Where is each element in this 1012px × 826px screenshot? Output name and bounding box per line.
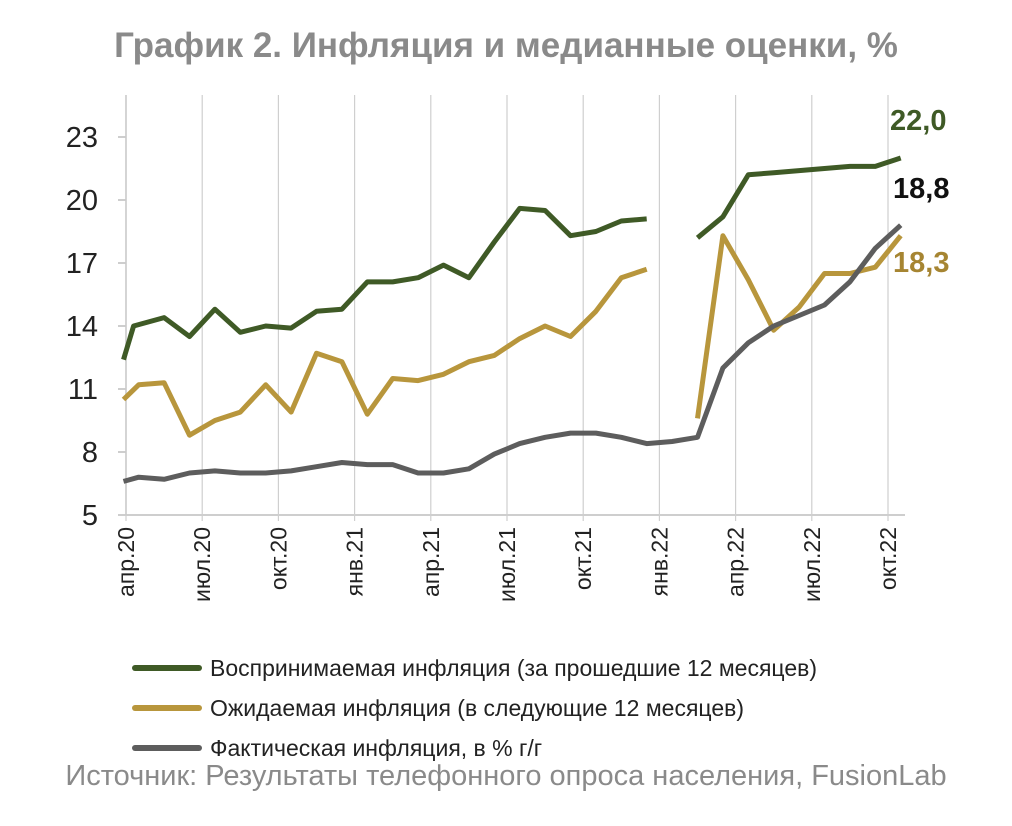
legend-item-perceived: Воспринимаемая инфляция (за прошедшие 12…: [132, 648, 817, 688]
legend-item-actual: Фактическая инфляция, в % г/г: [132, 728, 817, 768]
y-tick-label: 17: [66, 248, 98, 280]
legend-swatch-perceived: [132, 665, 202, 671]
legend-item-expected: Ожидаемая инфляция (в следующие 12 месяц…: [132, 688, 817, 728]
x-tick-label: июл.21: [494, 527, 520, 602]
legend: Воспринимаемая инфляция (за прошедшие 12…: [132, 648, 817, 768]
x-tick-label: окт.22: [875, 527, 901, 590]
series-expected-line: [121, 233, 903, 438]
x-tick-label: апр.20: [113, 527, 139, 597]
y-tick-label: 23: [66, 122, 98, 154]
axes: 5 8 11 14 17 20 23 апр.20 июл.20 окт.20 янв.21 апр.…: [66, 95, 905, 602]
legend-swatch-expected: [132, 705, 202, 711]
x-tick-label: июл.22: [799, 527, 825, 602]
x-tick-label: янв.21: [342, 527, 368, 596]
legend-swatch-actual: [132, 745, 202, 751]
x-tick-label: окт.20: [265, 527, 291, 590]
y-tick-label: 5: [82, 500, 98, 532]
chart-title: График 2. Инфляция и медианные оценки, %: [114, 26, 898, 65]
y-tick-label: 8: [82, 437, 98, 469]
x-tick-label: июл.20: [189, 527, 215, 602]
y-tick-label: 11: [68, 374, 98, 406]
series-lines: [121, 155, 903, 484]
y-tick-label: 14: [66, 311, 98, 343]
x-tick-label: апр.21: [418, 527, 444, 597]
end-label-actual: 18,8: [893, 173, 949, 205]
series-actual-line: [122, 223, 903, 484]
end-label-perceived: 22,0: [890, 105, 946, 137]
end-label-expected: 18,3: [893, 247, 949, 279]
series-perceived-line: [121, 155, 902, 361]
end-labels: 22,0 18,8 18,3: [890, 105, 949, 279]
x-tick-label: окт.21: [570, 527, 596, 590]
x-tick-label: янв.22: [646, 527, 672, 596]
legend-label-perceived: Воспринимаемая инфляция (за прошедшие 12…: [210, 654, 818, 681]
legend-label-expected: Ожидаемая инфляция (в следующие 12 месяц…: [210, 694, 744, 721]
x-tick-label: апр.22: [723, 527, 749, 597]
legend-label-actual: Фактическая инфляция, в % г/г: [210, 734, 543, 761]
source-note: Источник: Результаты телефонного опроса …: [65, 760, 947, 792]
y-tick-label: 20: [66, 185, 98, 217]
